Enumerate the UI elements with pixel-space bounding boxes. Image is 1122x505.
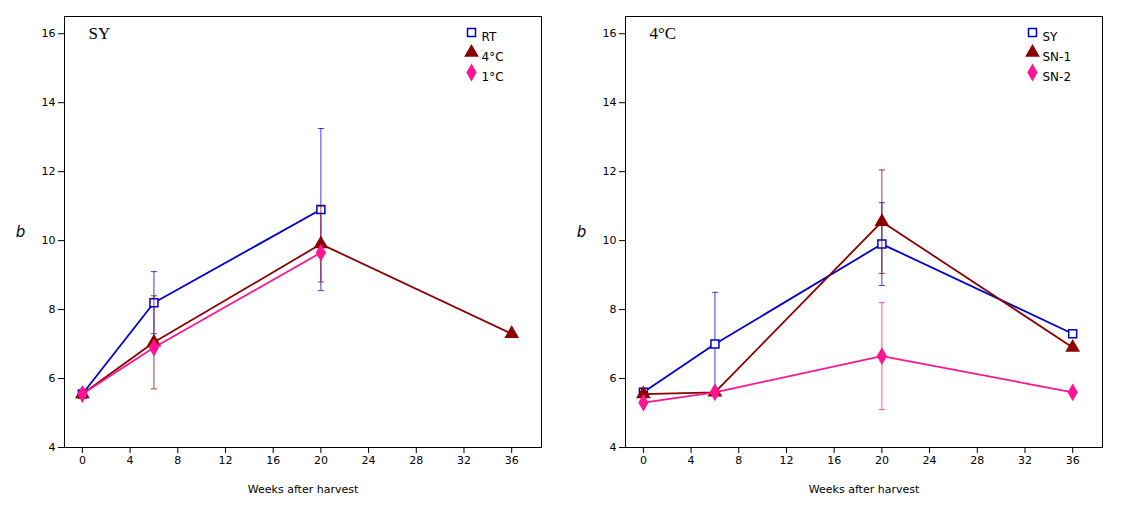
svg-text:12: 12: [218, 454, 232, 467]
svg-text:32: 32: [457, 454, 471, 467]
svg-text:RT: RT: [482, 30, 497, 44]
svg-text:SY: SY: [89, 24, 111, 43]
svg-text:SN-2: SN-2: [1043, 70, 1072, 84]
svg-text:4: 4: [49, 441, 56, 454]
svg-text:b: b: [16, 223, 26, 241]
svg-text:32: 32: [1018, 454, 1032, 467]
svg-text:6: 6: [610, 372, 617, 385]
svg-text:28: 28: [970, 454, 984, 467]
svg-text:16: 16: [266, 454, 280, 467]
svg-text:8: 8: [49, 303, 56, 316]
svg-text:1°C: 1°C: [482, 70, 504, 84]
svg-text:24: 24: [362, 454, 376, 467]
svg-text:10: 10: [42, 234, 56, 247]
svg-text:0: 0: [640, 454, 647, 467]
svg-text:24: 24: [923, 454, 937, 467]
svg-text:14: 14: [603, 96, 617, 109]
svg-text:12: 12: [779, 454, 793, 467]
svg-text:8: 8: [735, 454, 742, 467]
svg-text:16: 16: [603, 27, 617, 40]
svg-text:4°C: 4°C: [650, 24, 677, 43]
svg-text:SN-1: SN-1: [1043, 50, 1072, 64]
svg-text:b: b: [577, 223, 587, 241]
svg-text:36: 36: [505, 454, 519, 467]
svg-text:Weeks after harvest: Weeks after harvest: [809, 483, 920, 496]
svg-text:4: 4: [127, 454, 134, 467]
svg-text:SY: SY: [1043, 30, 1059, 44]
svg-text:16: 16: [827, 454, 841, 467]
svg-text:Weeks after harvest: Weeks after harvest: [248, 483, 359, 496]
svg-text:6: 6: [49, 372, 56, 385]
svg-text:20: 20: [314, 454, 328, 467]
svg-text:12: 12: [603, 165, 617, 178]
svg-text:28: 28: [409, 454, 423, 467]
svg-text:10: 10: [603, 234, 617, 247]
svg-text:4: 4: [688, 454, 695, 467]
svg-text:8: 8: [174, 454, 181, 467]
svg-text:16: 16: [42, 27, 56, 40]
svg-text:0: 0: [79, 454, 86, 467]
svg-text:36: 36: [1066, 454, 1080, 467]
svg-text:4°C: 4°C: [482, 50, 504, 64]
svg-text:14: 14: [42, 96, 56, 109]
svg-text:8: 8: [610, 303, 617, 316]
svg-text:20: 20: [875, 454, 889, 467]
svg-text:12: 12: [42, 165, 56, 178]
svg-text:4: 4: [610, 441, 617, 454]
